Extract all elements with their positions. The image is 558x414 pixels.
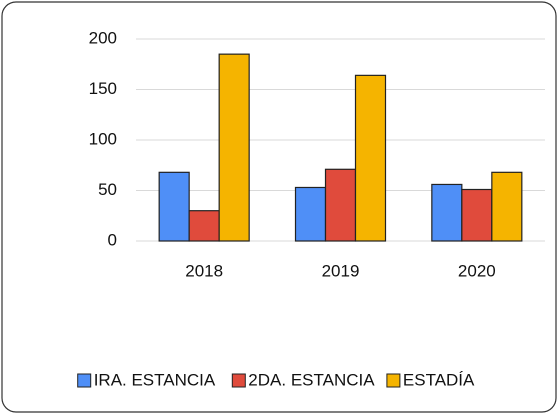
- bar: [461, 188, 493, 242]
- x-tick-label: 2020: [458, 261, 496, 280]
- y-tick-label: 0: [108, 230, 117, 249]
- legend-label: ESTADÍA: [403, 370, 475, 389]
- legend-swatch: [77, 373, 92, 388]
- legend-label: IRA. ESTANCIA: [94, 370, 216, 389]
- bar: [158, 171, 190, 242]
- bar: [431, 183, 463, 242]
- bar: [491, 171, 523, 242]
- y-tick-label: 50: [98, 180, 117, 199]
- bar: [188, 210, 220, 242]
- y-tick-label: 200: [89, 28, 117, 47]
- bar: [218, 53, 250, 242]
- legend-label: 2DA. ESTANCIA: [248, 370, 375, 389]
- legend-swatch: [386, 373, 401, 388]
- y-tick-label: 100: [89, 129, 117, 148]
- x-tick-label: 2018: [185, 261, 223, 280]
- legend-swatch: [231, 373, 246, 388]
- x-tick-label: 2019: [322, 261, 360, 280]
- bar: [354, 74, 387, 242]
- y-tick-label: 150: [89, 79, 117, 98]
- bar: [324, 168, 357, 242]
- bar: [294, 186, 327, 242]
